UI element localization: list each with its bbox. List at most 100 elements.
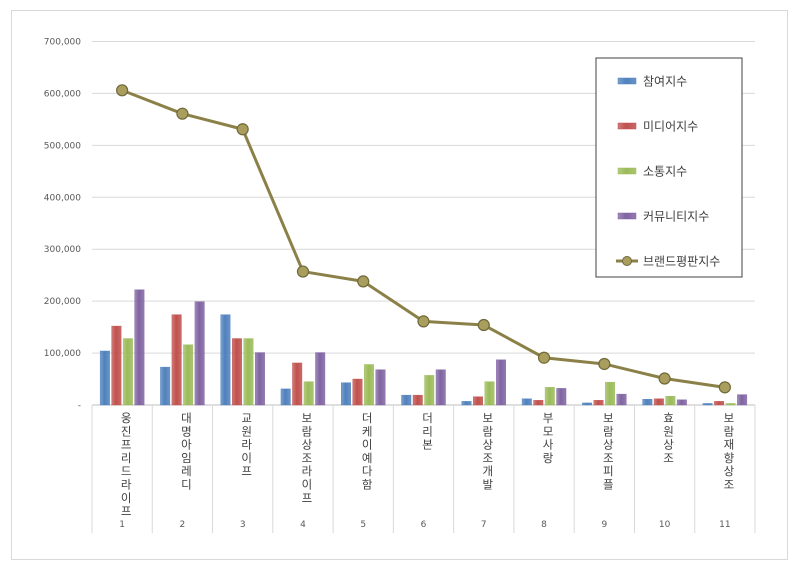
bar (521, 398, 532, 406)
bar (473, 396, 483, 406)
y-tick-label: 500,000 (44, 141, 81, 151)
bar (582, 402, 593, 406)
bar (435, 369, 446, 406)
line-series (116, 84, 731, 394)
bar (254, 352, 265, 406)
bar (676, 399, 687, 406)
bar (160, 366, 171, 406)
line-point (537, 351, 551, 364)
bar (653, 398, 664, 406)
bar (593, 400, 604, 406)
line-point (417, 315, 430, 328)
bar (243, 338, 254, 406)
bar (364, 364, 374, 406)
bar (702, 403, 713, 406)
x-rank-label: 7 (481, 520, 487, 530)
legend-label: 브랜드평판지수 (643, 255, 720, 269)
legend-label: 참여지수 (643, 75, 687, 89)
y-tick-label: 100,000 (44, 349, 81, 359)
bar (616, 393, 627, 406)
y-tick-label: 600,000 (44, 89, 81, 99)
bar (605, 381, 616, 406)
bar (134, 289, 145, 406)
legend-swatch-marker (622, 256, 632, 266)
y-axis-ticks: - 100,000 200,000 300,000 400,000 500,000 600,… (44, 38, 81, 412)
bar (231, 338, 242, 406)
line-point (176, 107, 189, 120)
x-rank-label: 5 (360, 520, 366, 530)
y-tick-label: 200,000 (44, 297, 81, 307)
x-rank-label: 10 (659, 520, 671, 530)
axes (91, 404, 756, 533)
x-rank-label: 1 (119, 520, 125, 530)
legend-swatch (617, 212, 637, 220)
y-tick-label: - (78, 401, 81, 411)
x-rank-label: 3 (240, 520, 246, 530)
line-point (658, 372, 671, 385)
line-point (236, 123, 249, 136)
legend-label: 소통지수 (643, 165, 687, 179)
bar (171, 314, 182, 406)
bar (111, 325, 122, 406)
legend-swatch (617, 122, 637, 130)
bar (183, 344, 194, 406)
bar (544, 387, 555, 406)
legend-swatch (617, 167, 637, 175)
x-rank-label: 6 (421, 520, 427, 530)
bar (401, 394, 412, 406)
bar (220, 314, 231, 406)
line-point (296, 265, 310, 278)
bar (461, 401, 472, 406)
bar (737, 394, 748, 406)
x-rank-label: 2 (180, 520, 186, 530)
x-rank-label: 9 (601, 520, 607, 530)
y-tick-label: 400,000 (44, 193, 81, 203)
bar (725, 403, 736, 406)
bars (99, 289, 748, 406)
bar (665, 395, 676, 406)
bar (375, 369, 386, 406)
line-point (718, 381, 731, 394)
line-point (598, 357, 611, 371)
bar (292, 362, 303, 406)
line-point (357, 275, 370, 288)
bar (496, 359, 506, 406)
legend-label: 미디어지수 (643, 120, 698, 134)
line-point (116, 84, 129, 97)
line-point (477, 318, 490, 332)
legend-swatch (617, 77, 637, 85)
bar (642, 399, 653, 406)
y-tick-label: 300,000 (44, 245, 81, 255)
bar (714, 401, 725, 406)
bar (280, 388, 291, 406)
bar (484, 381, 495, 406)
x-rank-label: 11 (719, 520, 730, 530)
x-axis-labels: 웅 진 프 리 드 라 이 프 1 대 명 아 임 레 디 2 교 원 라 이 프 3 보 람 상 조 라 이 프 4 더 케 이 예 다 함 5 더 리 본… (119, 411, 734, 530)
bar (352, 378, 363, 406)
bar (194, 301, 205, 406)
bar (424, 375, 435, 406)
bar (122, 338, 133, 406)
legend-label: 커뮤니티지수 (643, 210, 709, 224)
bar (412, 394, 423, 406)
bar (303, 381, 314, 406)
y-tick-label: 700,000 (44, 38, 81, 48)
x-rank-label: 4 (300, 520, 306, 530)
bar (341, 382, 351, 406)
x-rank-label: 8 (541, 520, 547, 530)
bar (99, 350, 110, 406)
bar (533, 400, 544, 406)
